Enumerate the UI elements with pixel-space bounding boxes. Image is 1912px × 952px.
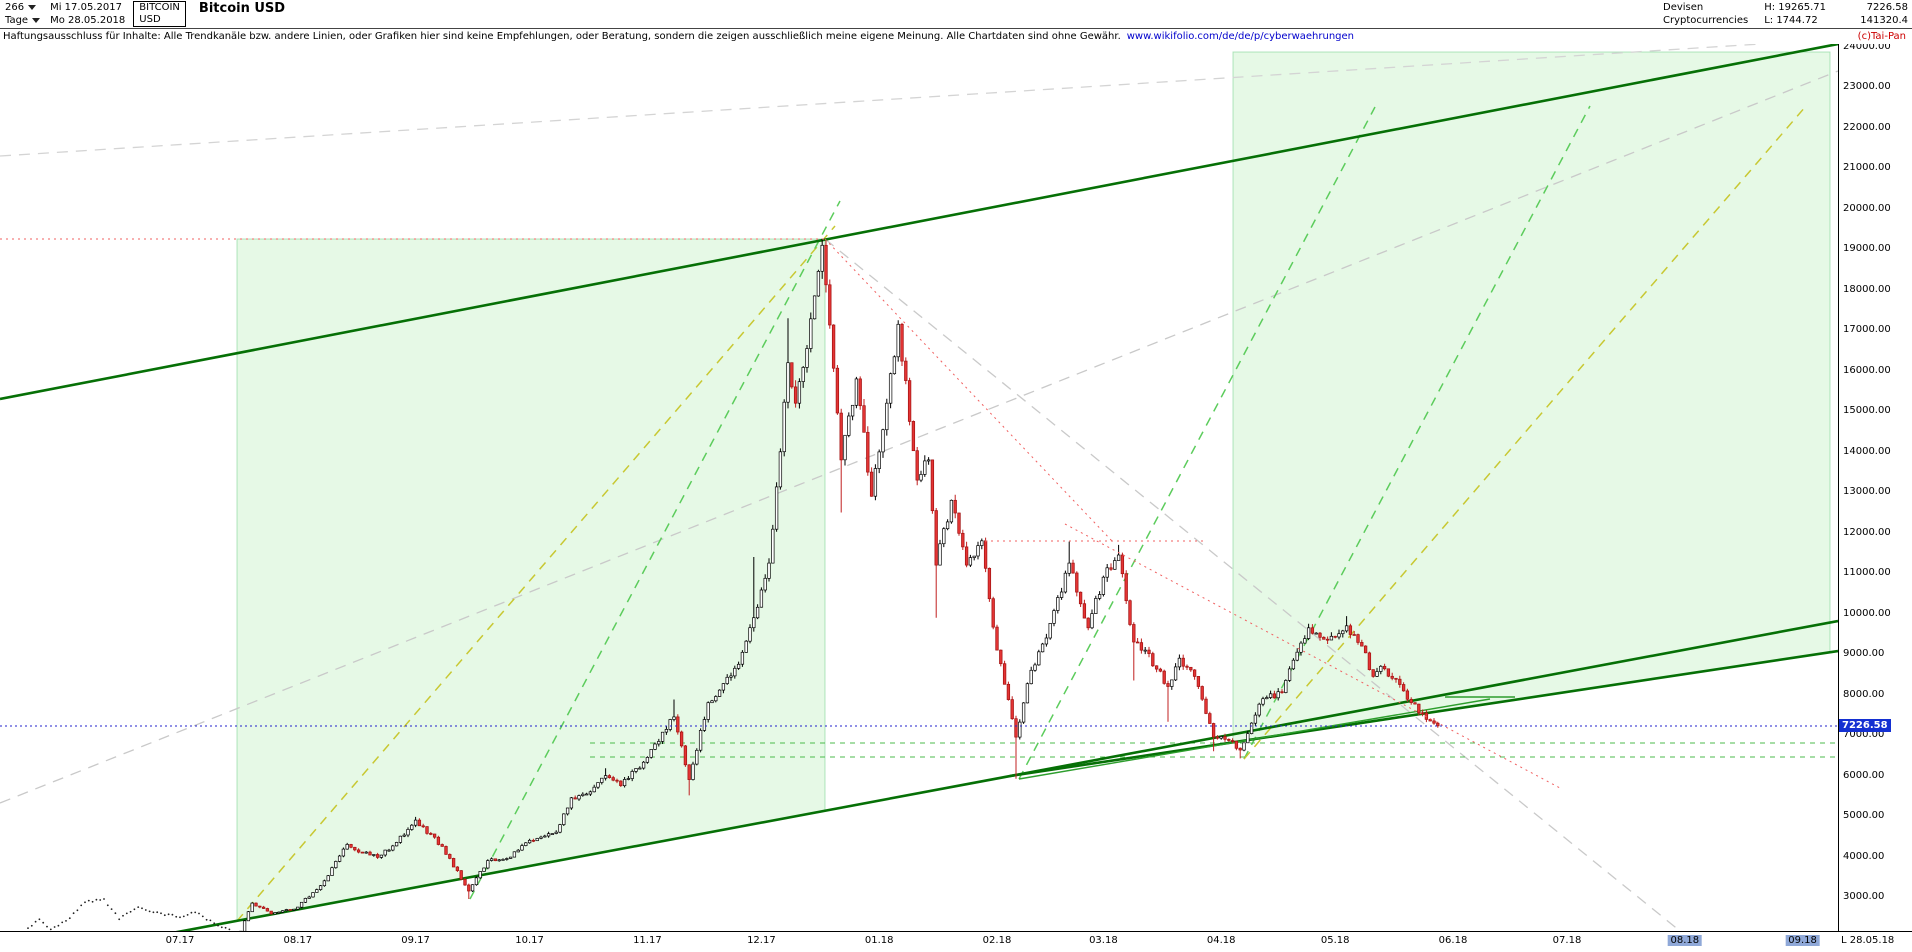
x-axis-label-09.17: 09.17 [401, 935, 430, 946]
y-axis-label: 6000.00 [1843, 769, 1885, 781]
y-axis-label: 21000.00 [1843, 162, 1891, 174]
x-axis-label-10.17: 10.17 [515, 935, 544, 946]
x-axis-label-05.18: 05.18 [1320, 935, 1350, 946]
x-axis-label-01.18: 01.18 [864, 935, 894, 946]
chart-area: 7226.58 24000.00 23000.00 22000.00 21000.00… [0, 44, 1912, 932]
pre-period-dotted-line [27, 898, 231, 931]
x-axis-label-06.18: 06.18 [1438, 935, 1468, 946]
bars-count-value: 266 [5, 2, 25, 13]
symbol-name: BITCOIN [139, 2, 180, 13]
channel-lower-green [175, 619, 1838, 931]
x-axis[interactable]: L 28.05.18 07.17 08.17 09.17 10.17 11.17 12.1… [0, 932, 1912, 952]
high-low-column: H: 19265.71 L: 1744.72 [1756, 0, 1834, 28]
x-axis-label-09.18: 09.18 [1785, 935, 1820, 946]
y-axis-label: 10000.00 [1843, 607, 1891, 619]
x-axis-label-07.17: 07.17 [165, 935, 195, 946]
chevron-down-icon [32, 18, 41, 23]
trend-gray-upper [0, 44, 1761, 157]
x-axis-label-02.18: 02.18 [982, 935, 1012, 946]
last-date-label: L 28.05.18 [1841, 935, 1894, 946]
price-chart[interactable] [0, 44, 1838, 931]
x-axis-label-08.18: 08.18 [1667, 935, 1703, 946]
symbol-currency: USD [139, 14, 161, 25]
category-line1: Devisen [1663, 2, 1704, 13]
chart-title: Bitcoin USD [198, 1, 286, 16]
date-to: Mo 28.05.2018 [50, 15, 126, 26]
y-axis-label: 3000.00 [1843, 890, 1885, 902]
period-low: L: 1744.72 [1764, 15, 1818, 26]
disclaimer-bar: Haftungsausschluss für Inhalte: Alle Tre… [0, 29, 1912, 44]
disclaimer-text: Haftungsausschluss für Inhalte: Alle Tre… [3, 31, 1121, 42]
chart-header: 266 Tage Mi 17.05.2017 Mo 28.05.2018 BIT… [0, 0, 1912, 29]
category-line2: Cryptocurrencies [1663, 15, 1749, 26]
y-axis-label: 17000.00 [1843, 324, 1891, 336]
x-axis-label-04.18: 04.18 [1206, 935, 1236, 946]
x-axis-label-03.18: 03.18 [1089, 935, 1118, 946]
last-price-value: 7226.58 [1866, 2, 1908, 13]
period-dropdown[interactable]: Tage [5, 14, 41, 27]
y-axis[interactable]: 7226.58 24000.00 23000.00 22000.00 21000.00… [1838, 44, 1912, 931]
copyright-label: (c)Tai-Pan [1857, 31, 1906, 42]
y-axis-label: 14000.00 [1843, 445, 1891, 457]
y-axis-label: 7000.00 [1843, 729, 1885, 741]
price-volume-column: 7226.58 141320.4 [1834, 0, 1912, 28]
last-price-tag: 7226.58 [1839, 718, 1891, 732]
y-axis-label: 8000.00 [1843, 688, 1885, 700]
period-high: H: 19265.71 [1764, 2, 1826, 13]
projection-green-from-apr-low [1243, 105, 1591, 760]
header-controls: 266 Tage [0, 0, 45, 28]
symbol-box: BITCOIN USD [133, 1, 186, 27]
x-axis-label-07.18: 07.18 [1552, 935, 1582, 946]
rally-trendline-yellow [236, 225, 836, 922]
y-axis-label: 23000.00 [1843, 81, 1891, 93]
y-axis-label: 24000.00 [1843, 44, 1891, 52]
wikifolio-link[interactable]: www.wikifolio.com/de/de/p/cyberwaehrunge… [1126, 31, 1355, 42]
support-green-minor [1018, 698, 1491, 780]
trend-gray-descending-from-peak [824, 238, 1681, 931]
y-axis-label: 11000.00 [1843, 567, 1891, 579]
volume-value: 141320.4 [1860, 15, 1908, 26]
channel-upper-green [0, 44, 1838, 401]
rally-trendline-green [469, 200, 841, 900]
y-axis-label: 15000.00 [1843, 405, 1891, 417]
period-value: Tage [5, 15, 29, 26]
y-axis-label: 16000.00 [1843, 364, 1891, 376]
y-axis-label: 18000.00 [1843, 283, 1891, 295]
trend-gray-ascending [0, 70, 1838, 804]
date-from: Mi 17.05.2017 [50, 2, 122, 13]
header-right: Devisen Cryptocurrencies H: 19265.71 L: … [1655, 0, 1912, 28]
y-axis-label: 4000.00 [1843, 850, 1885, 862]
x-axis-label-11.17: 11.17 [633, 935, 662, 946]
decline-red-peak-to-march-high [824, 238, 1113, 542]
last-marker: L [1841, 935, 1847, 946]
x-axis-label-12.17: 12.17 [747, 935, 776, 946]
bars-count-dropdown[interactable]: 266 [5, 1, 40, 14]
y-axis-label: 22000.00 [1843, 121, 1891, 133]
y-axis-label: 9000.00 [1843, 648, 1885, 660]
y-axis-label: 20000.00 [1843, 202, 1891, 214]
y-axis-label: 12000.00 [1843, 526, 1891, 538]
last-date-value: 28.05.18 [1849, 935, 1895, 946]
header-dates: Mi 17.05.2017 Mo 28.05.2018 [45, 0, 130, 28]
y-axis-label: 13000.00 [1843, 486, 1891, 498]
candles [239, 238, 1440, 931]
category-column: Devisen Cryptocurrencies [1655, 0, 1756, 28]
chevron-down-icon [28, 5, 37, 10]
y-axis-label: 19000.00 [1843, 243, 1891, 255]
y-axis-label: 5000.00 [1843, 810, 1885, 822]
x-axis-label-08.17: 08.17 [283, 935, 313, 946]
